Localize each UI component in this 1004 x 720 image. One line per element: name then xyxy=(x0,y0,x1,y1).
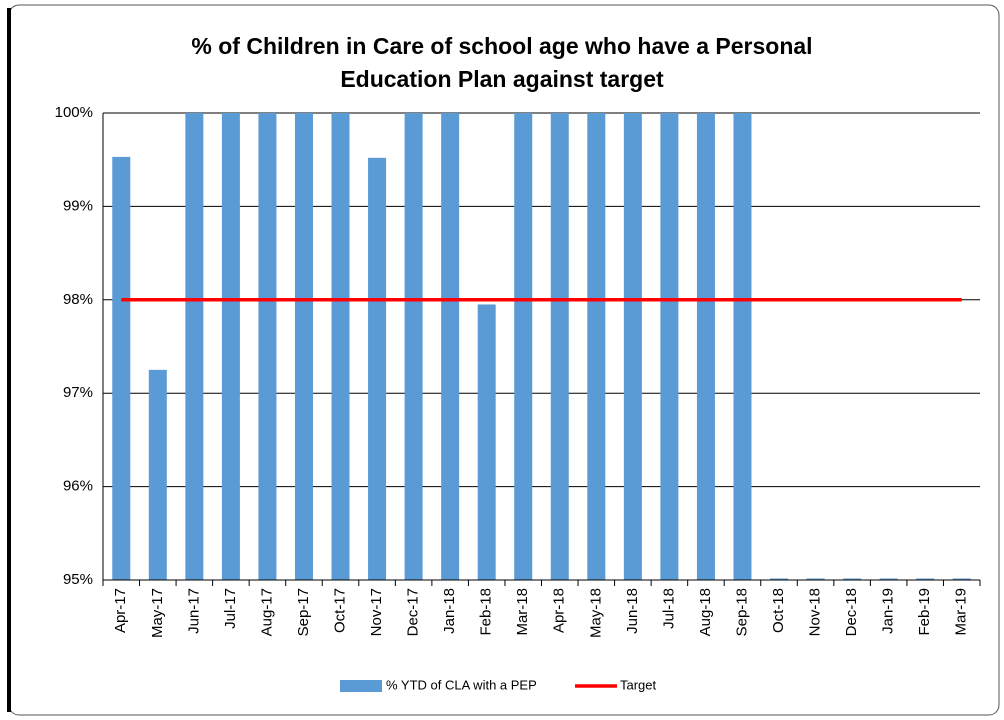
x-tick-label: Apr-18 xyxy=(551,588,568,633)
legend-swatch xyxy=(340,680,382,692)
bar xyxy=(843,578,862,580)
x-tick-label: Mar-18 xyxy=(514,588,531,636)
x-tick-label: May-18 xyxy=(587,588,604,638)
y-tick-label: 95% xyxy=(63,571,93,588)
x-tick-label: Oct-17 xyxy=(331,588,348,633)
x-tick-label: Dec-17 xyxy=(405,588,422,636)
y-tick-label: 97% xyxy=(63,384,93,401)
bar xyxy=(477,304,496,580)
y-tick-label: 99% xyxy=(63,197,93,214)
x-tick-label: Apr-17 xyxy=(112,588,129,633)
bar xyxy=(221,113,240,580)
x-tick-label: May-17 xyxy=(149,588,166,638)
x-tick-label: Dec-18 xyxy=(843,588,860,636)
x-tick-label: Sep-18 xyxy=(733,588,750,636)
bar xyxy=(294,113,313,580)
x-tick-label: Nov-17 xyxy=(368,588,385,636)
x-tick-label: Oct-18 xyxy=(770,588,787,633)
chart-title: % of Children in Care of school age who … xyxy=(191,33,813,92)
bar xyxy=(404,113,423,580)
x-tick-label: Feb-18 xyxy=(478,588,495,636)
x-tick-label: Jan-19 xyxy=(880,588,897,634)
bar xyxy=(587,113,606,580)
x-tick-label: Mar-19 xyxy=(953,588,970,636)
bar xyxy=(148,369,167,580)
bar xyxy=(696,113,715,580)
bar xyxy=(258,113,277,580)
y-tick-label: 100% xyxy=(55,104,93,121)
bar xyxy=(660,113,679,580)
x-tick-label: Sep-17 xyxy=(295,588,312,636)
x-tick-label: Jan-18 xyxy=(441,588,458,634)
bar xyxy=(514,113,533,580)
x-tick-label: Aug-17 xyxy=(258,588,275,636)
x-tick-label: Nov-18 xyxy=(807,588,824,636)
legend-label: Target xyxy=(620,677,657,692)
y-tick-label: 98% xyxy=(63,291,93,308)
legend-label: % YTD of CLA with a PEP xyxy=(386,677,537,692)
x-tick-label: Jul-17 xyxy=(222,588,239,629)
bar xyxy=(550,113,569,580)
bar xyxy=(770,578,789,580)
y-tick-label: 96% xyxy=(63,478,93,495)
bar xyxy=(331,113,350,580)
bar xyxy=(368,157,387,580)
x-tick-label: Aug-18 xyxy=(697,588,714,636)
bar xyxy=(441,113,460,580)
bar xyxy=(112,156,131,580)
bar xyxy=(952,578,971,580)
bar xyxy=(916,578,935,580)
bar xyxy=(806,578,825,580)
x-tick-label: Jun-17 xyxy=(185,588,202,634)
x-tick-label: Feb-19 xyxy=(916,588,933,636)
x-tick-label: Jun-18 xyxy=(624,588,641,634)
bar xyxy=(623,113,642,580)
bar xyxy=(879,578,898,580)
bar xyxy=(185,113,204,580)
x-tick-label: Jul-18 xyxy=(660,588,677,629)
bar xyxy=(733,113,752,580)
